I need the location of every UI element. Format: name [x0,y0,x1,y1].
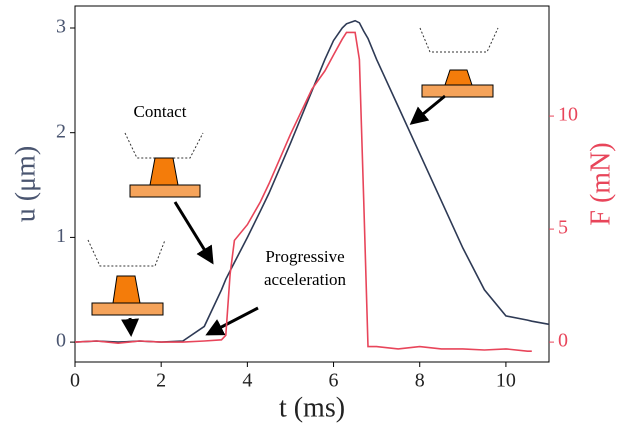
annotation: Progressive [265,247,344,266]
series-line [74,19,550,343]
x-tick-label: 8 [415,370,425,392]
y-tick-label: 0 [56,330,66,352]
x-tick-label: 2 [156,370,166,392]
x-tick-label: 0 [70,370,80,392]
series-line [74,31,532,352]
annotation: Contact [134,102,187,121]
y2-tick-label: 5 [558,217,568,239]
y-tick-label: 1 [56,225,66,247]
x-tick-label: 6 [329,370,339,392]
plot-frame [74,5,550,363]
y2-tick-label: 10 [558,104,578,126]
y2-axis-label: F (mN) [585,142,616,225]
y-tick-label: 2 [56,120,66,142]
x-tick-label: 10 [496,370,516,392]
y-tick-label: 3 [56,16,66,38]
annotation: acceleration [264,270,347,289]
schematics [87,27,499,337]
x-axis-label: t (ms) [279,392,345,423]
y2-tick-label: 0 [558,330,568,352]
y-axis-label: u (μm) [10,146,41,222]
x-tick-label: 4 [242,370,252,392]
